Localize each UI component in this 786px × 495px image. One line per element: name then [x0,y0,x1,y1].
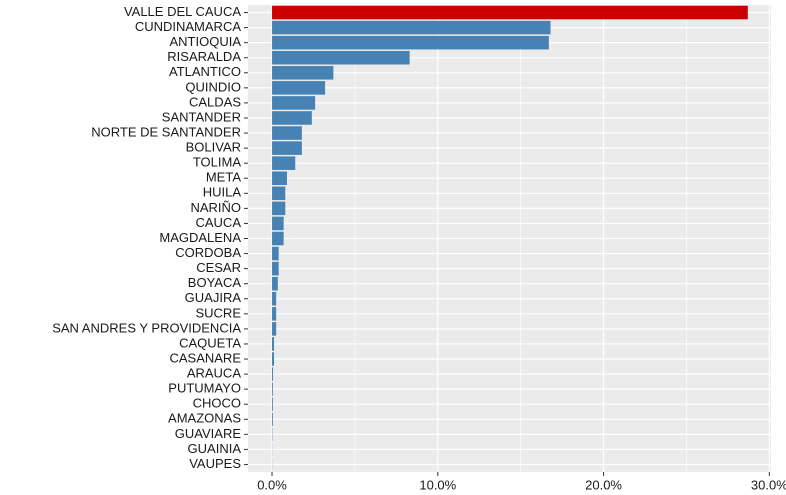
y-tick-label: PUTUMAYO [168,381,241,396]
y-tick-label: VALLE DEL CAUCA [124,4,241,19]
bar [272,337,275,351]
bar [272,307,277,321]
bar [272,261,279,276]
y-tick-label: NORTE DE SANTANDER [91,124,241,139]
y-tick-label: SAN ANDRES Y PROVIDENCIA [52,320,241,335]
x-tick-label: 10.0% [419,477,456,492]
x-tick-label: 0.0% [257,477,287,492]
bar [272,186,286,201]
y-tick-label: BOLIVAR [186,140,241,155]
y-tick-label: ARAUCA [187,366,242,381]
bar [272,111,312,125]
y-tick-label: NARIÑO [190,200,241,215]
bar [272,20,551,35]
bar [272,322,277,336]
y-tick-label: AMAZONAS [168,411,241,426]
bar [272,397,273,411]
y-tick-label: TOLIMA [193,155,241,170]
y-tick-label: CALDAS [189,94,241,109]
y-tick-label: CAUCA [195,215,241,230]
bar [272,352,275,366]
bar [272,367,274,381]
y-tick-label: ANTIOQUIA [169,34,241,49]
y-tick-label: HUILA [203,185,242,200]
y-tick-label: SANTANDER [162,109,241,124]
bar [272,231,284,246]
bar [272,382,273,396]
y-tick-label: GUAINIA [188,441,242,456]
bar [272,216,284,231]
bar [272,96,316,110]
y-tick-label: MAGDALENA [159,230,241,245]
y-tick-label: SUCRE [195,305,241,320]
y-tick-label: CUNDINAMARCA [135,19,242,34]
bar [272,291,277,306]
y-tick-label: QUINDIO [185,79,241,94]
y-tick-label: VAUPES [189,456,241,471]
y-tick-label: CASANARE [169,350,241,365]
y-tick-label: CESAR [196,260,241,275]
bar [272,81,326,95]
bar [272,171,287,186]
y-tick-label: GUAJIRA [185,290,242,305]
y-tick-label: ATLANTICO [169,64,241,79]
bar [272,141,302,155]
y-tick-label: CAQUETA [179,335,241,350]
bar [272,35,549,50]
bar [272,5,748,20]
y-tick-label: GUAVIARE [175,426,242,441]
y-tick-label: META [206,170,241,185]
x-tick-label: 20.0% [585,477,622,492]
y-tick-label: RISARALDA [167,49,241,64]
y-tick-label: BOYACA [188,275,242,290]
bar [272,66,334,80]
bar [272,276,278,291]
y-tick-label: CORDOBA [175,245,241,260]
bar [272,50,410,65]
bar [272,412,273,427]
bar [272,201,286,216]
bar [272,156,296,170]
bar [272,126,302,140]
bar [272,246,279,261]
x-tick-label: 30.0% [751,477,786,492]
y-tick-label: CHOCO [193,396,241,411]
